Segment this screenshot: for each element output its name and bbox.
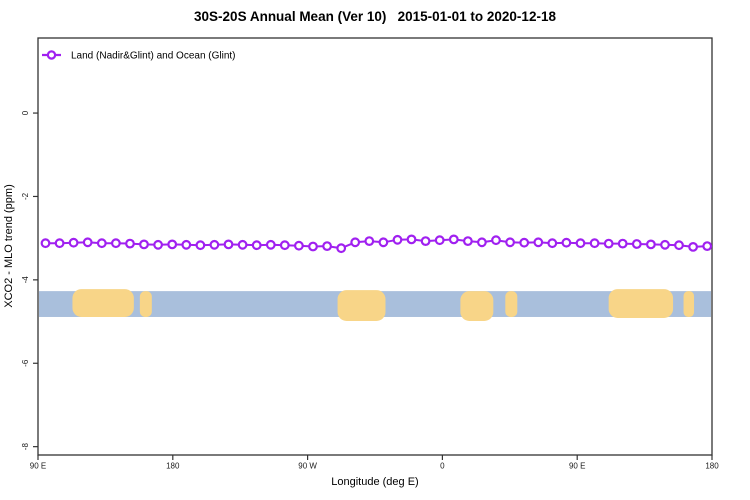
data-point bbox=[561, 237, 572, 248]
data-point bbox=[392, 234, 403, 245]
legend-marker-icon bbox=[46, 50, 57, 60]
land-patch-new-caledonia bbox=[139, 291, 152, 317]
data-point bbox=[167, 239, 178, 250]
data-point bbox=[336, 243, 347, 254]
data-point bbox=[125, 238, 135, 249]
data-point bbox=[40, 238, 51, 249]
land-patch-africa bbox=[460, 291, 494, 321]
data-point bbox=[688, 241, 698, 252]
data-point bbox=[279, 240, 290, 251]
data-point bbox=[195, 240, 206, 251]
x-tick-label: 90 E bbox=[569, 462, 585, 471]
data-point bbox=[209, 239, 220, 250]
y-tick-label: -8 bbox=[21, 443, 30, 451]
data-point bbox=[505, 237, 516, 248]
data-point bbox=[322, 241, 333, 252]
data-point bbox=[350, 237, 361, 248]
data-point bbox=[448, 234, 459, 245]
data-point bbox=[477, 237, 487, 248]
x-tick-label: 0 bbox=[440, 462, 445, 471]
x-axis-title: Longitude (deg E) bbox=[331, 476, 419, 488]
x-tick-label: 90 E bbox=[30, 462, 46, 471]
y-axis-title: XCO2 - MLO trend (ppm) bbox=[3, 184, 15, 308]
data-point bbox=[82, 237, 93, 248]
data-point bbox=[364, 236, 375, 247]
data-point bbox=[378, 237, 389, 248]
data-point bbox=[660, 239, 670, 250]
y-tick-label: -2 bbox=[21, 192, 30, 200]
land-patch-south-america bbox=[337, 290, 386, 321]
data-point bbox=[181, 239, 192, 250]
data-point bbox=[420, 236, 431, 247]
data-point bbox=[406, 234, 417, 245]
x-tick-label: 90 W bbox=[298, 462, 317, 471]
data-point bbox=[139, 239, 149, 250]
y-tick-label: -4 bbox=[21, 276, 30, 284]
land-patch-australia bbox=[72, 289, 134, 317]
data-point bbox=[251, 240, 262, 251]
data-point bbox=[68, 237, 79, 248]
land-patch-madagascar bbox=[505, 291, 518, 317]
data-point bbox=[617, 238, 628, 249]
data-point bbox=[674, 240, 684, 251]
land-ocean-band bbox=[39, 289, 711, 321]
data-point bbox=[646, 239, 656, 250]
data-point bbox=[54, 238, 65, 249]
legend-label: Land (Nadir&Glint) and Ocean (Glint) bbox=[71, 51, 236, 62]
land-patch-new-caledonia-2 bbox=[683, 291, 695, 317]
data-point bbox=[589, 238, 600, 249]
data-point bbox=[110, 238, 121, 249]
data-point bbox=[519, 237, 530, 248]
data-point bbox=[547, 238, 558, 249]
data-point bbox=[631, 239, 642, 249]
data-point bbox=[265, 239, 276, 250]
x-tick-label: 180 bbox=[705, 462, 719, 471]
legend: Land (Nadir&Glint) and Ocean (Glint) bbox=[42, 50, 236, 62]
data-point bbox=[533, 237, 544, 248]
y-tick-label: 0 bbox=[21, 110, 30, 115]
x-tick-label: 180 bbox=[166, 462, 180, 471]
axis-ticks: 90 E 180 90 W 0 90 E 180 0 -2 -4 -6 -8 bbox=[21, 110, 719, 470]
data-point bbox=[237, 239, 248, 250]
data-point bbox=[294, 240, 304, 251]
data-point bbox=[434, 235, 445, 246]
data-point bbox=[491, 235, 501, 246]
data-point bbox=[308, 241, 318, 252]
data-point bbox=[223, 239, 234, 250]
data-point bbox=[463, 236, 473, 247]
data-point bbox=[96, 238, 107, 249]
chart-title: 30S-20S Annual Mean (Ver 10) 2015-01-01 … bbox=[194, 9, 556, 24]
data-point bbox=[603, 238, 614, 249]
data-point bbox=[575, 238, 586, 249]
data-series bbox=[40, 234, 713, 254]
land-patch-australia-2 bbox=[608, 289, 674, 318]
y-tick-label: -6 bbox=[21, 359, 30, 367]
data-point bbox=[702, 241, 713, 252]
data-point bbox=[153, 239, 164, 250]
